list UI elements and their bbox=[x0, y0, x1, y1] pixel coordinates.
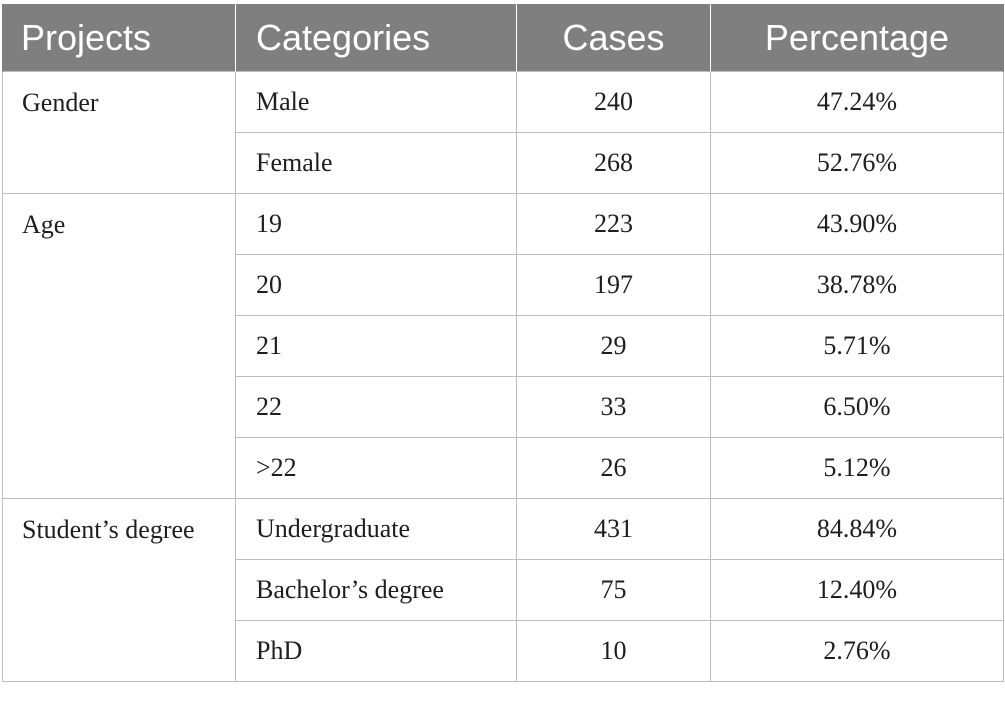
group-label-age: Age bbox=[2, 193, 236, 499]
percentage-cell: 52.76% bbox=[710, 132, 1004, 194]
group-label-gender: Gender bbox=[2, 71, 236, 194]
header-row: Projects Categories Cases Percentage bbox=[2, 4, 1004, 72]
cases-cell: 197 bbox=[516, 254, 711, 316]
category-cell: Undergraduate bbox=[235, 498, 517, 560]
category-cell: >22 bbox=[235, 437, 517, 499]
percentage-cell: 5.12% bbox=[710, 437, 1004, 499]
category-cell: 22 bbox=[235, 376, 517, 438]
cases-cell: 33 bbox=[516, 376, 711, 438]
header-percentage: Percentage bbox=[710, 4, 1004, 72]
table-row: Student’s degree Undergraduate 431 84.84… bbox=[2, 498, 1004, 682]
header-cases: Cases bbox=[516, 4, 711, 72]
table-row: Gender Male 240 47.24% bbox=[2, 71, 1004, 194]
cases-cell: 268 bbox=[516, 132, 711, 194]
category-cell: 19 bbox=[235, 193, 517, 255]
cases-cell: 431 bbox=[516, 498, 711, 560]
table-row: 22 33 6.50% bbox=[3, 376, 1004, 438]
category-cell: 21 bbox=[235, 315, 517, 377]
category-cell: Male bbox=[235, 71, 517, 133]
category-cell: Bachelor’s degree bbox=[235, 559, 517, 621]
table-row: PhD 10 2.76% bbox=[3, 620, 1004, 682]
category-cell: Female bbox=[235, 132, 517, 194]
table-row: Bachelor’s degree 75 12.40% bbox=[3, 559, 1004, 621]
group-label-degree: Student’s degree bbox=[2, 498, 236, 682]
cases-cell: 10 bbox=[516, 620, 711, 682]
table-row: Age 19 223 43.90% bbox=[2, 193, 1004, 499]
percentage-cell: 6.50% bbox=[710, 376, 1004, 438]
cases-cell: 223 bbox=[516, 193, 711, 255]
percentage-cell: 43.90% bbox=[710, 193, 1004, 255]
category-cell: PhD bbox=[235, 620, 517, 682]
cases-cell: 75 bbox=[516, 559, 711, 621]
percentage-cell: 84.84% bbox=[710, 498, 1004, 560]
cases-cell: 240 bbox=[516, 71, 711, 133]
category-cell: 20 bbox=[235, 254, 517, 316]
percentage-cell: 2.76% bbox=[710, 620, 1004, 682]
table-row: Female 268 52.76% bbox=[3, 132, 1004, 194]
percentage-cell: 47.24% bbox=[710, 71, 1004, 133]
cases-cell: 26 bbox=[516, 437, 711, 499]
header-categories: Categories bbox=[235, 4, 517, 72]
cases-cell: 29 bbox=[516, 315, 711, 377]
percentage-cell: 38.78% bbox=[710, 254, 1004, 316]
percentage-cell: 12.40% bbox=[710, 559, 1004, 621]
demographics-table: Projects Categories Cases Percentage Gen… bbox=[2, 4, 1004, 682]
table-row: >22 26 5.12% bbox=[3, 437, 1004, 499]
table-body: Gender Male 240 47.24% Female 268 52.76%… bbox=[2, 71, 1004, 682]
table-header: Projects Categories Cases Percentage bbox=[2, 4, 1004, 72]
percentage-cell: 5.71% bbox=[710, 315, 1004, 377]
header-projects: Projects bbox=[2, 4, 236, 72]
